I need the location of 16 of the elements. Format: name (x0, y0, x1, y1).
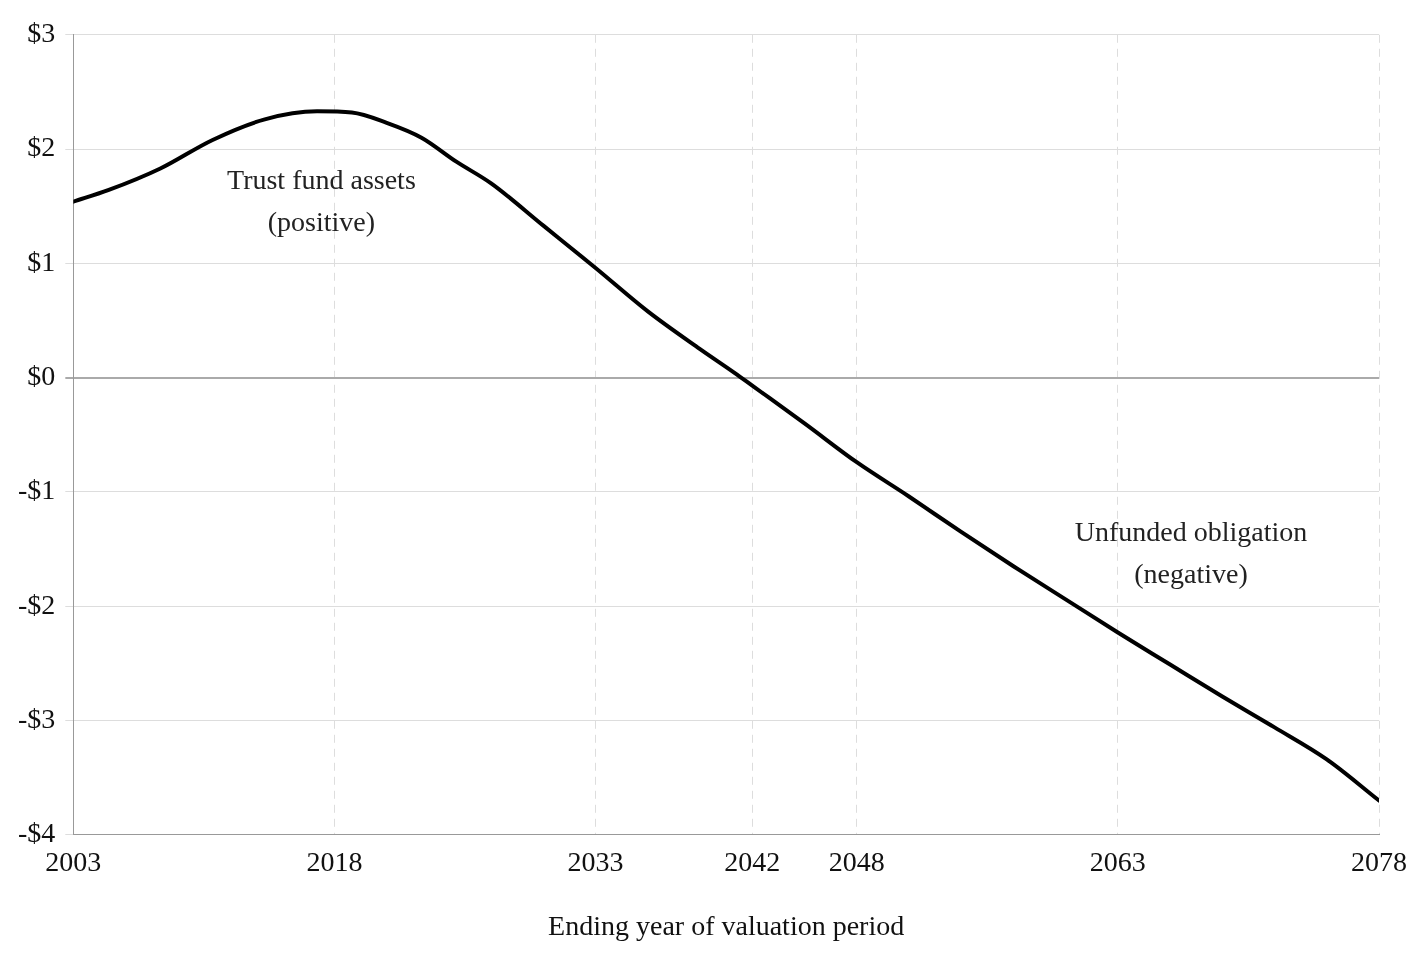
y-tick-label: $3 (27, 17, 56, 49)
x-axis-title: Ending year of valuation period (548, 909, 905, 941)
x-tick-label: 2033 (567, 845, 624, 877)
y-tick-label: -$2 (18, 588, 56, 620)
annotation: Trust fund assets (positive) (227, 164, 416, 238)
x-tick-label: 2042 (724, 845, 781, 877)
y-tick-label: -$1 (18, 474, 56, 506)
x-tick-label: 2018 (306, 845, 363, 877)
y-tick-label: -$3 (18, 702, 56, 734)
y-tick-label: $2 (27, 131, 56, 163)
annotation: Unfunded obligation (negative) (1074, 516, 1308, 590)
x-tick-label: 2063 (1089, 845, 1146, 877)
y-tick-label: $0 (27, 360, 56, 392)
y-tick-label: $1 (27, 245, 56, 277)
x-tick-label: 2078 (1351, 845, 1407, 877)
x-tick-label: 2048 (828, 845, 885, 877)
